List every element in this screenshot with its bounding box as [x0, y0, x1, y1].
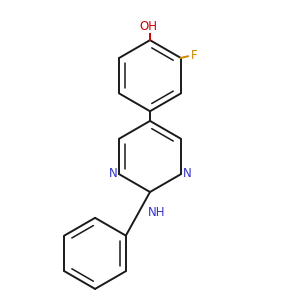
- Text: N: N: [183, 167, 191, 180]
- Text: OH: OH: [140, 20, 158, 33]
- Text: NH: NH: [148, 206, 165, 219]
- Text: F: F: [191, 49, 198, 62]
- Text: N: N: [109, 167, 117, 180]
